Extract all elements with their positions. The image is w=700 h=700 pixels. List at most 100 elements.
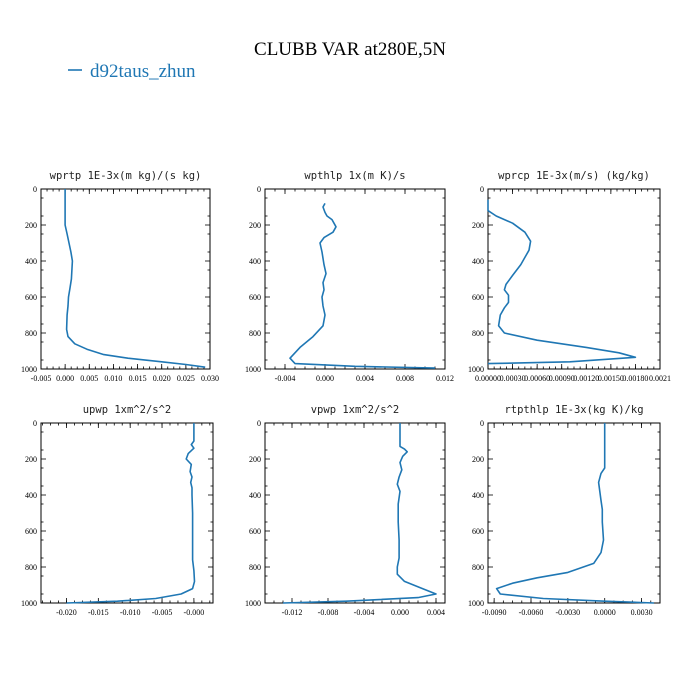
y-tick-label: 0 [480, 419, 484, 428]
y-tick-label: 800 [472, 563, 484, 572]
subplot-4: upwp 1xm^2/s^2 0 200 400 600 800 1000 -0.020 -0.… [21, 404, 214, 617]
plot-frame [40, 188, 211, 370]
x-tick-label: 0.00150 [598, 374, 624, 383]
x-tick-label: 0.010 [104, 374, 122, 383]
y-tick-label: 800 [472, 329, 484, 338]
subplot-title: wprcp 1E-3x(m/s) (kg/kg) [498, 170, 650, 182]
series-line [282, 423, 437, 604]
subplot-grid: wprtp 1E-3x(m kg)/(s kg) 0 200 400 600 800 100… [21, 170, 671, 617]
y-tick-label: 200 [25, 221, 37, 230]
y-tick-label: 200 [249, 221, 261, 230]
x-tick-label: -0.008 [318, 608, 339, 617]
x-tick-label: 0.00090 [549, 374, 575, 383]
x-tick-label: -0.004 [354, 608, 375, 617]
y-tick-label: 1000 [468, 599, 484, 608]
y-tick-label: 600 [25, 527, 37, 536]
x-tick-label: -0.012 [282, 608, 303, 617]
y-tick-label: 1000 [468, 365, 484, 374]
x-tick-label: 0.00120 [573, 374, 599, 383]
x-tick-label: 0.008 [396, 374, 414, 383]
y-tick-label: 1000 [245, 365, 261, 374]
y-tick-label: 200 [25, 455, 37, 464]
x-tick-label: 0.030 [201, 374, 219, 383]
x-tick-label: 0.00060 [524, 374, 550, 383]
y-tick-label: 400 [25, 257, 37, 266]
subplot-2: wpthlp 1x(m K)/s 0 200 400 600 800 1000 -0.004 0… [245, 170, 454, 383]
y-tick-label: 800 [249, 563, 261, 572]
subplot-title: wprtp 1E-3x(m kg)/(s kg) [50, 170, 202, 182]
x-tick-label: 0.0021 [649, 374, 671, 383]
x-tick-label: -0.005 [152, 608, 173, 617]
subplot-title: rtpthlp 1E-3x(kg K)/kg [504, 404, 643, 416]
y-tick-label: 200 [472, 221, 484, 230]
x-tick-label: 0.000 [56, 374, 74, 383]
y-tick-label: 600 [25, 293, 37, 302]
x-tick-label: 0.00180 [622, 374, 648, 383]
x-tick-label: 0.025 [177, 374, 195, 383]
x-tick-label: 0.012 [436, 374, 454, 383]
y-tick-label: 800 [25, 329, 37, 338]
y-tick-label: 1000 [21, 365, 37, 374]
subplot-title: wpthlp 1x(m K)/s [304, 170, 405, 182]
y-tick-label: 800 [25, 563, 37, 572]
y-tick-label: 400 [25, 491, 37, 500]
figure-legend: d92taus_zhun [68, 61, 196, 82]
x-tick-label: -0.020 [56, 608, 77, 617]
x-tick-label: -0.0090 [482, 608, 507, 617]
series-line [487, 199, 637, 365]
y-tick-label: 600 [249, 527, 261, 536]
x-tick-label: 0.004 [356, 374, 374, 383]
y-tick-label: 600 [249, 293, 261, 302]
figure-title: CLUBB VAR at280E,5N [254, 39, 446, 60]
y-tick-label: 600 [472, 293, 484, 302]
x-tick-label: -0.015 [88, 608, 109, 617]
y-tick-label: 0 [257, 185, 261, 194]
x-tick-label: 0.020 [153, 374, 171, 383]
x-tick-label: 0.015 [129, 374, 147, 383]
x-tick-label: -0.000 [184, 608, 205, 617]
y-tick-label: 0 [33, 185, 37, 194]
y-tick-label: 400 [472, 491, 484, 500]
y-tick-label: 200 [249, 455, 261, 464]
plot-frame [264, 422, 446, 604]
x-tick-label: 0.0030 [631, 608, 653, 617]
x-tick-label: 0.0000 [594, 608, 616, 617]
subplot-title: upwp 1xm^2/s^2 [83, 404, 172, 416]
x-tick-label: -0.0030 [556, 608, 581, 617]
y-tick-label: 600 [472, 527, 484, 536]
y-tick-label: 400 [249, 491, 261, 500]
x-tick-label: -0.004 [275, 374, 296, 383]
series-line [289, 203, 436, 369]
y-tick-label: 0 [33, 419, 37, 428]
y-tick-label: 0 [257, 419, 261, 428]
y-tick-label: 1000 [21, 599, 37, 608]
subplot-6: rtpthlp 1E-3x(kg K)/kg02004006008001000-… [468, 404, 661, 617]
y-tick-label: 0 [480, 185, 484, 194]
plot-frame [487, 188, 661, 370]
x-tick-label: 0.004 [427, 608, 445, 617]
x-tick-label: 0.00030 [500, 374, 526, 383]
series-line [64, 189, 206, 368]
plot-frame [487, 422, 661, 604]
plot-frame [264, 188, 446, 370]
x-tick-label: 0.005 [80, 374, 98, 383]
y-tick-label: 400 [472, 257, 484, 266]
x-tick-label: 0.000 [316, 374, 334, 383]
y-tick-label: 800 [249, 329, 261, 338]
y-tick-label: 200 [472, 455, 484, 464]
x-tick-label: 0.00000 [475, 374, 501, 383]
series-line [495, 423, 654, 604]
x-tick-label: -0.0060 [519, 608, 544, 617]
subplot-3: wprcp 1E-3x(m/s) (kg/kg) 0 200 400 600 800 100… [468, 170, 671, 383]
series-line [66, 423, 196, 604]
legend-label: d92taus_zhun [90, 61, 196, 82]
y-tick-label: 1000 [245, 599, 261, 608]
x-tick-label: 0.000 [391, 608, 409, 617]
subplot-title: vpwp 1xm^2/s^2 [311, 404, 400, 416]
y-tick-label: 400 [249, 257, 261, 266]
subplot-5: vpwp 1xm^2/s^2 0 200 400 600 800 1000 -0.012 -0.… [245, 404, 446, 617]
subplot-1: wprtp 1E-3x(m kg)/(s kg) 0 200 400 600 800 100… [21, 170, 219, 383]
plot-frame [40, 422, 214, 604]
x-tick-label: -0.005 [31, 374, 52, 383]
